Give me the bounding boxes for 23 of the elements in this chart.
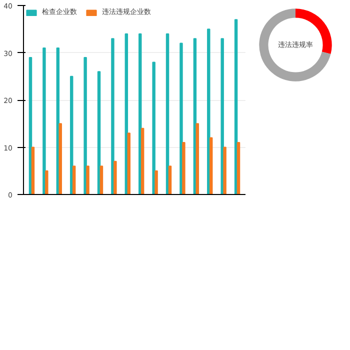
- bar: [166, 33, 170, 194]
- bar: [196, 123, 200, 194]
- bar: [111, 38, 114, 194]
- bar: [45, 170, 48, 194]
- bar: [209, 137, 213, 194]
- bar: [220, 38, 224, 194]
- bar: [182, 142, 186, 194]
- bar: [152, 62, 156, 194]
- bar: [236, 142, 240, 194]
- bar: [114, 160, 117, 194]
- bar: [180, 42, 183, 194]
- bar: [140, 128, 144, 194]
- bar: [154, 170, 158, 194]
- bar: [72, 166, 76, 194]
- bar: [127, 132, 130, 194]
- bar: [31, 146, 35, 194]
- bar: [223, 146, 226, 194]
- bar: [168, 166, 172, 194]
- bar: [84, 56, 87, 194]
- bar: [42, 48, 46, 194]
- bar: [58, 123, 62, 194]
- bar: [100, 166, 104, 194]
- bar: [86, 166, 90, 194]
